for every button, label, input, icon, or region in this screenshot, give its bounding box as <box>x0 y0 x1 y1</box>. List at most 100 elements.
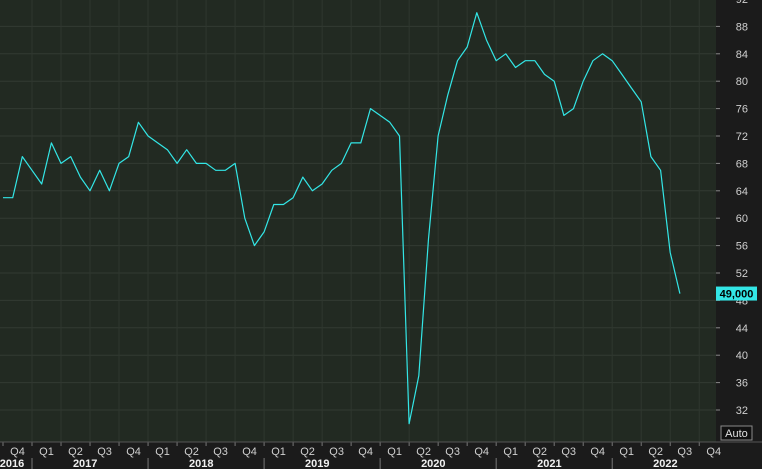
data-point <box>234 163 235 164</box>
data-point <box>515 67 516 68</box>
data-point <box>80 177 81 178</box>
y-tick-label: 56 <box>736 241 748 253</box>
y-tick-label: 68 <box>736 158 748 170</box>
x-quarter-label: Q1 <box>503 446 518 458</box>
last-value-box <box>716 286 757 301</box>
x-quarter-label: Q2 <box>532 446 547 458</box>
data-point <box>312 190 313 191</box>
data-point <box>176 163 177 164</box>
data-point <box>409 423 410 424</box>
data-point <box>650 156 651 157</box>
data-point <box>283 204 284 205</box>
data-point <box>12 197 13 198</box>
x-year-label: 2017 <box>73 458 97 469</box>
data-point <box>254 245 255 246</box>
data-point <box>186 149 187 150</box>
data-point <box>525 60 526 61</box>
data-point <box>225 170 226 171</box>
data-point <box>293 197 294 198</box>
x-axis-background <box>0 442 762 469</box>
data-point <box>602 53 603 54</box>
last-value-label: 49,000 <box>720 289 754 301</box>
data-point <box>244 218 245 219</box>
auto-button[interactable]: Auto <box>720 425 753 441</box>
data-point <box>428 238 429 239</box>
x-quarter-label: Q3 <box>561 446 576 458</box>
y-tick-label: 80 <box>736 76 748 88</box>
x-quarter-label: Q2 <box>68 446 83 458</box>
x-year-label: 2016 <box>0 458 24 469</box>
y-tick-label: 88 <box>736 21 748 33</box>
data-point <box>476 12 477 13</box>
data-point <box>2 197 3 198</box>
x-quarter-label: Q3 <box>329 446 344 458</box>
y-tick-label: 72 <box>736 131 748 143</box>
data-point <box>322 183 323 184</box>
data-point <box>438 135 439 136</box>
data-point <box>215 170 216 171</box>
data-point <box>31 170 32 171</box>
data-point <box>89 190 90 191</box>
y-tick-label: 84 <box>736 49 748 61</box>
x-year-label: 2019 <box>305 458 329 469</box>
data-point <box>138 122 139 123</box>
data-point <box>641 101 642 102</box>
y-tick-label: 64 <box>736 186 748 198</box>
x-quarter-label: Q4 <box>706 446 721 458</box>
data-point <box>351 142 352 143</box>
y-tick-label: 36 <box>736 378 748 390</box>
value-label-layer: 49,000 <box>716 286 757 301</box>
data-point <box>341 163 342 164</box>
y-tick-label: 60 <box>736 213 748 225</box>
x-quarter-label: Q1 <box>39 446 54 458</box>
x-quarter-label: Q2 <box>300 446 315 458</box>
x-year-label: 2021 <box>537 458 561 469</box>
plot-background <box>0 0 716 442</box>
x-quarter-label: Q3 <box>213 446 228 458</box>
data-point <box>679 293 680 294</box>
data-point <box>496 60 497 61</box>
x-year-label: 2020 <box>421 458 445 469</box>
data-point <box>128 156 129 157</box>
data-point <box>60 163 61 164</box>
data-point <box>612 60 613 61</box>
x-year-label: 2022 <box>653 458 677 469</box>
data-point <box>554 81 555 82</box>
data-point <box>360 142 361 143</box>
data-point <box>573 108 574 109</box>
data-point <box>621 74 622 75</box>
series-layer <box>2 12 681 425</box>
x-quarter-label: Q1 <box>155 446 170 458</box>
data-point <box>302 177 303 178</box>
data-point <box>631 87 632 88</box>
x-quarter-label: Q4 <box>242 446 257 458</box>
data-point <box>563 115 564 116</box>
y-tick-label: 76 <box>736 104 748 116</box>
data-point <box>418 375 419 376</box>
data-point <box>157 142 158 143</box>
x-quarter-label: Q4 <box>10 446 25 458</box>
data-point <box>263 231 264 232</box>
x-quarter-label: Q2 <box>184 446 199 458</box>
x-quarter-label: Q1 <box>619 446 634 458</box>
auto-button-label[interactable]: Auto <box>725 428 748 440</box>
x-quarter-label: Q1 <box>387 446 402 458</box>
x-quarter-label: Q4 <box>590 446 605 458</box>
data-point <box>167 149 168 150</box>
data-point <box>205 163 206 164</box>
x-quarter-label: Q2 <box>416 446 431 458</box>
x-axis: Q4 Q1 Q2 Q3 Q4 Q1 Q2 Q3 Q4 Q1 Q2 Q3 Q4 Q1 Q2 Q3 Q4 Q1 Q2 Q3… <box>0 441 762 469</box>
data-point <box>273 204 274 205</box>
x-quarter-label: Q4 <box>358 446 373 458</box>
auto-button-box[interactable] <box>720 425 753 441</box>
data-point <box>109 190 110 191</box>
grid-layer <box>0 0 716 442</box>
data-point <box>457 60 458 61</box>
y-axis-background <box>716 0 762 442</box>
data-point <box>118 163 119 164</box>
x-quarter-label: Q1 <box>271 446 286 458</box>
data-point <box>370 108 371 109</box>
